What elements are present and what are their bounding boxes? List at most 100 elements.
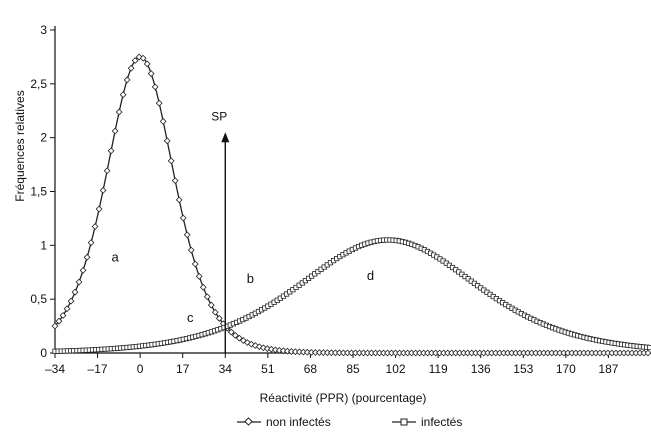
data-point — [500, 349, 508, 357]
data-point — [123, 76, 131, 84]
data-point — [640, 349, 648, 357]
data-point — [532, 349, 540, 357]
data-point — [107, 147, 115, 155]
annotation-layer: SP a b c d — [111, 109, 374, 353]
data-point — [175, 196, 183, 204]
data-point — [59, 312, 67, 319]
data-point — [548, 349, 556, 357]
data-point — [592, 349, 600, 357]
data-point — [496, 349, 504, 357]
data-point — [179, 214, 187, 222]
legend-square-marker — [400, 418, 408, 426]
series-non-infectes — [51, 53, 651, 357]
data-point — [416, 349, 424, 357]
data-point — [360, 349, 367, 357]
legend-label-non-infectes: non infectés — [266, 415, 331, 429]
data-point — [356, 349, 363, 357]
data-point — [131, 57, 139, 64]
data-point — [408, 349, 415, 357]
data-point — [492, 349, 500, 357]
data-point — [283, 347, 291, 355]
data-point — [364, 349, 371, 357]
data-point — [624, 349, 632, 357]
data-point — [203, 293, 211, 301]
data-point — [352, 349, 359, 357]
data-point — [328, 349, 335, 357]
axes-layer: 0 0,5 1 1,5 2 2,5 3 –34 –17 0 17 34 51 68 85 102 119 136 1… — [30, 23, 651, 376]
data-point — [271, 346, 279, 354]
y-tick-label: 0,5 — [30, 292, 47, 306]
data-point — [504, 349, 512, 357]
data-point — [552, 349, 560, 357]
data-point — [596, 349, 604, 357]
data-point — [480, 349, 488, 357]
x-tick-label: 102 — [386, 362, 406, 376]
y-tick-label: 3 — [40, 23, 47, 37]
legend-diamond-marker — [244, 417, 253, 426]
data-point — [167, 157, 175, 165]
data-point — [191, 260, 199, 268]
cutoff-arrowhead — [221, 132, 230, 143]
data-point — [632, 349, 640, 357]
region-label-d: d — [367, 268, 374, 283]
data-point — [336, 349, 343, 357]
data-point — [115, 108, 123, 116]
data-point — [584, 349, 592, 357]
data-point — [183, 231, 191, 239]
data-point — [540, 349, 548, 357]
x-tick-label: 17 — [176, 362, 190, 376]
data-point — [279, 347, 287, 355]
x-tick-label: 68 — [304, 362, 318, 376]
data-point — [636, 349, 644, 357]
data-point — [524, 349, 532, 357]
data-point — [420, 349, 428, 357]
data-point — [476, 349, 484, 357]
data-point — [63, 305, 71, 313]
legend-entry-non-infectes: non infectés — [237, 415, 331, 429]
data-point — [316, 349, 323, 356]
x-tick-label: 51 — [261, 362, 275, 376]
data-point — [151, 83, 159, 91]
data-point — [368, 349, 375, 357]
data-point — [195, 272, 203, 280]
data-point — [211, 308, 219, 316]
data-point — [384, 349, 391, 357]
data-point — [207, 301, 215, 309]
data-point — [332, 349, 339, 357]
data-point — [103, 167, 111, 175]
series-line — [54, 56, 651, 354]
data-point — [528, 349, 536, 357]
data-point — [127, 64, 135, 72]
data-point — [155, 99, 163, 107]
data-point — [392, 349, 399, 357]
data-point — [556, 349, 564, 357]
series-infectes — [52, 237, 651, 354]
data-point — [388, 349, 395, 357]
x-tick-label: 85 — [346, 362, 360, 376]
data-point — [428, 349, 436, 357]
data-point — [99, 186, 107, 194]
legend: non infectés infectés — [237, 415, 462, 429]
data-point — [324, 349, 331, 357]
data-point — [560, 349, 568, 357]
data-point — [372, 349, 379, 357]
data-point — [139, 54, 147, 62]
data-point — [79, 266, 87, 274]
data-point — [440, 349, 448, 357]
data-point — [91, 223, 99, 230]
data-point — [267, 345, 275, 353]
y-tick-label: 2 — [40, 131, 47, 145]
data-point — [460, 349, 468, 357]
data-point — [396, 349, 403, 357]
data-point — [400, 349, 407, 357]
cutoff-label: SP — [211, 109, 227, 123]
data-point — [576, 349, 584, 357]
data-point — [620, 349, 628, 357]
region-label-b: b — [247, 271, 254, 286]
y-tick-label: 1 — [40, 238, 47, 252]
data-point — [159, 117, 167, 125]
data-point — [75, 278, 83, 286]
data-point — [612, 349, 620, 357]
